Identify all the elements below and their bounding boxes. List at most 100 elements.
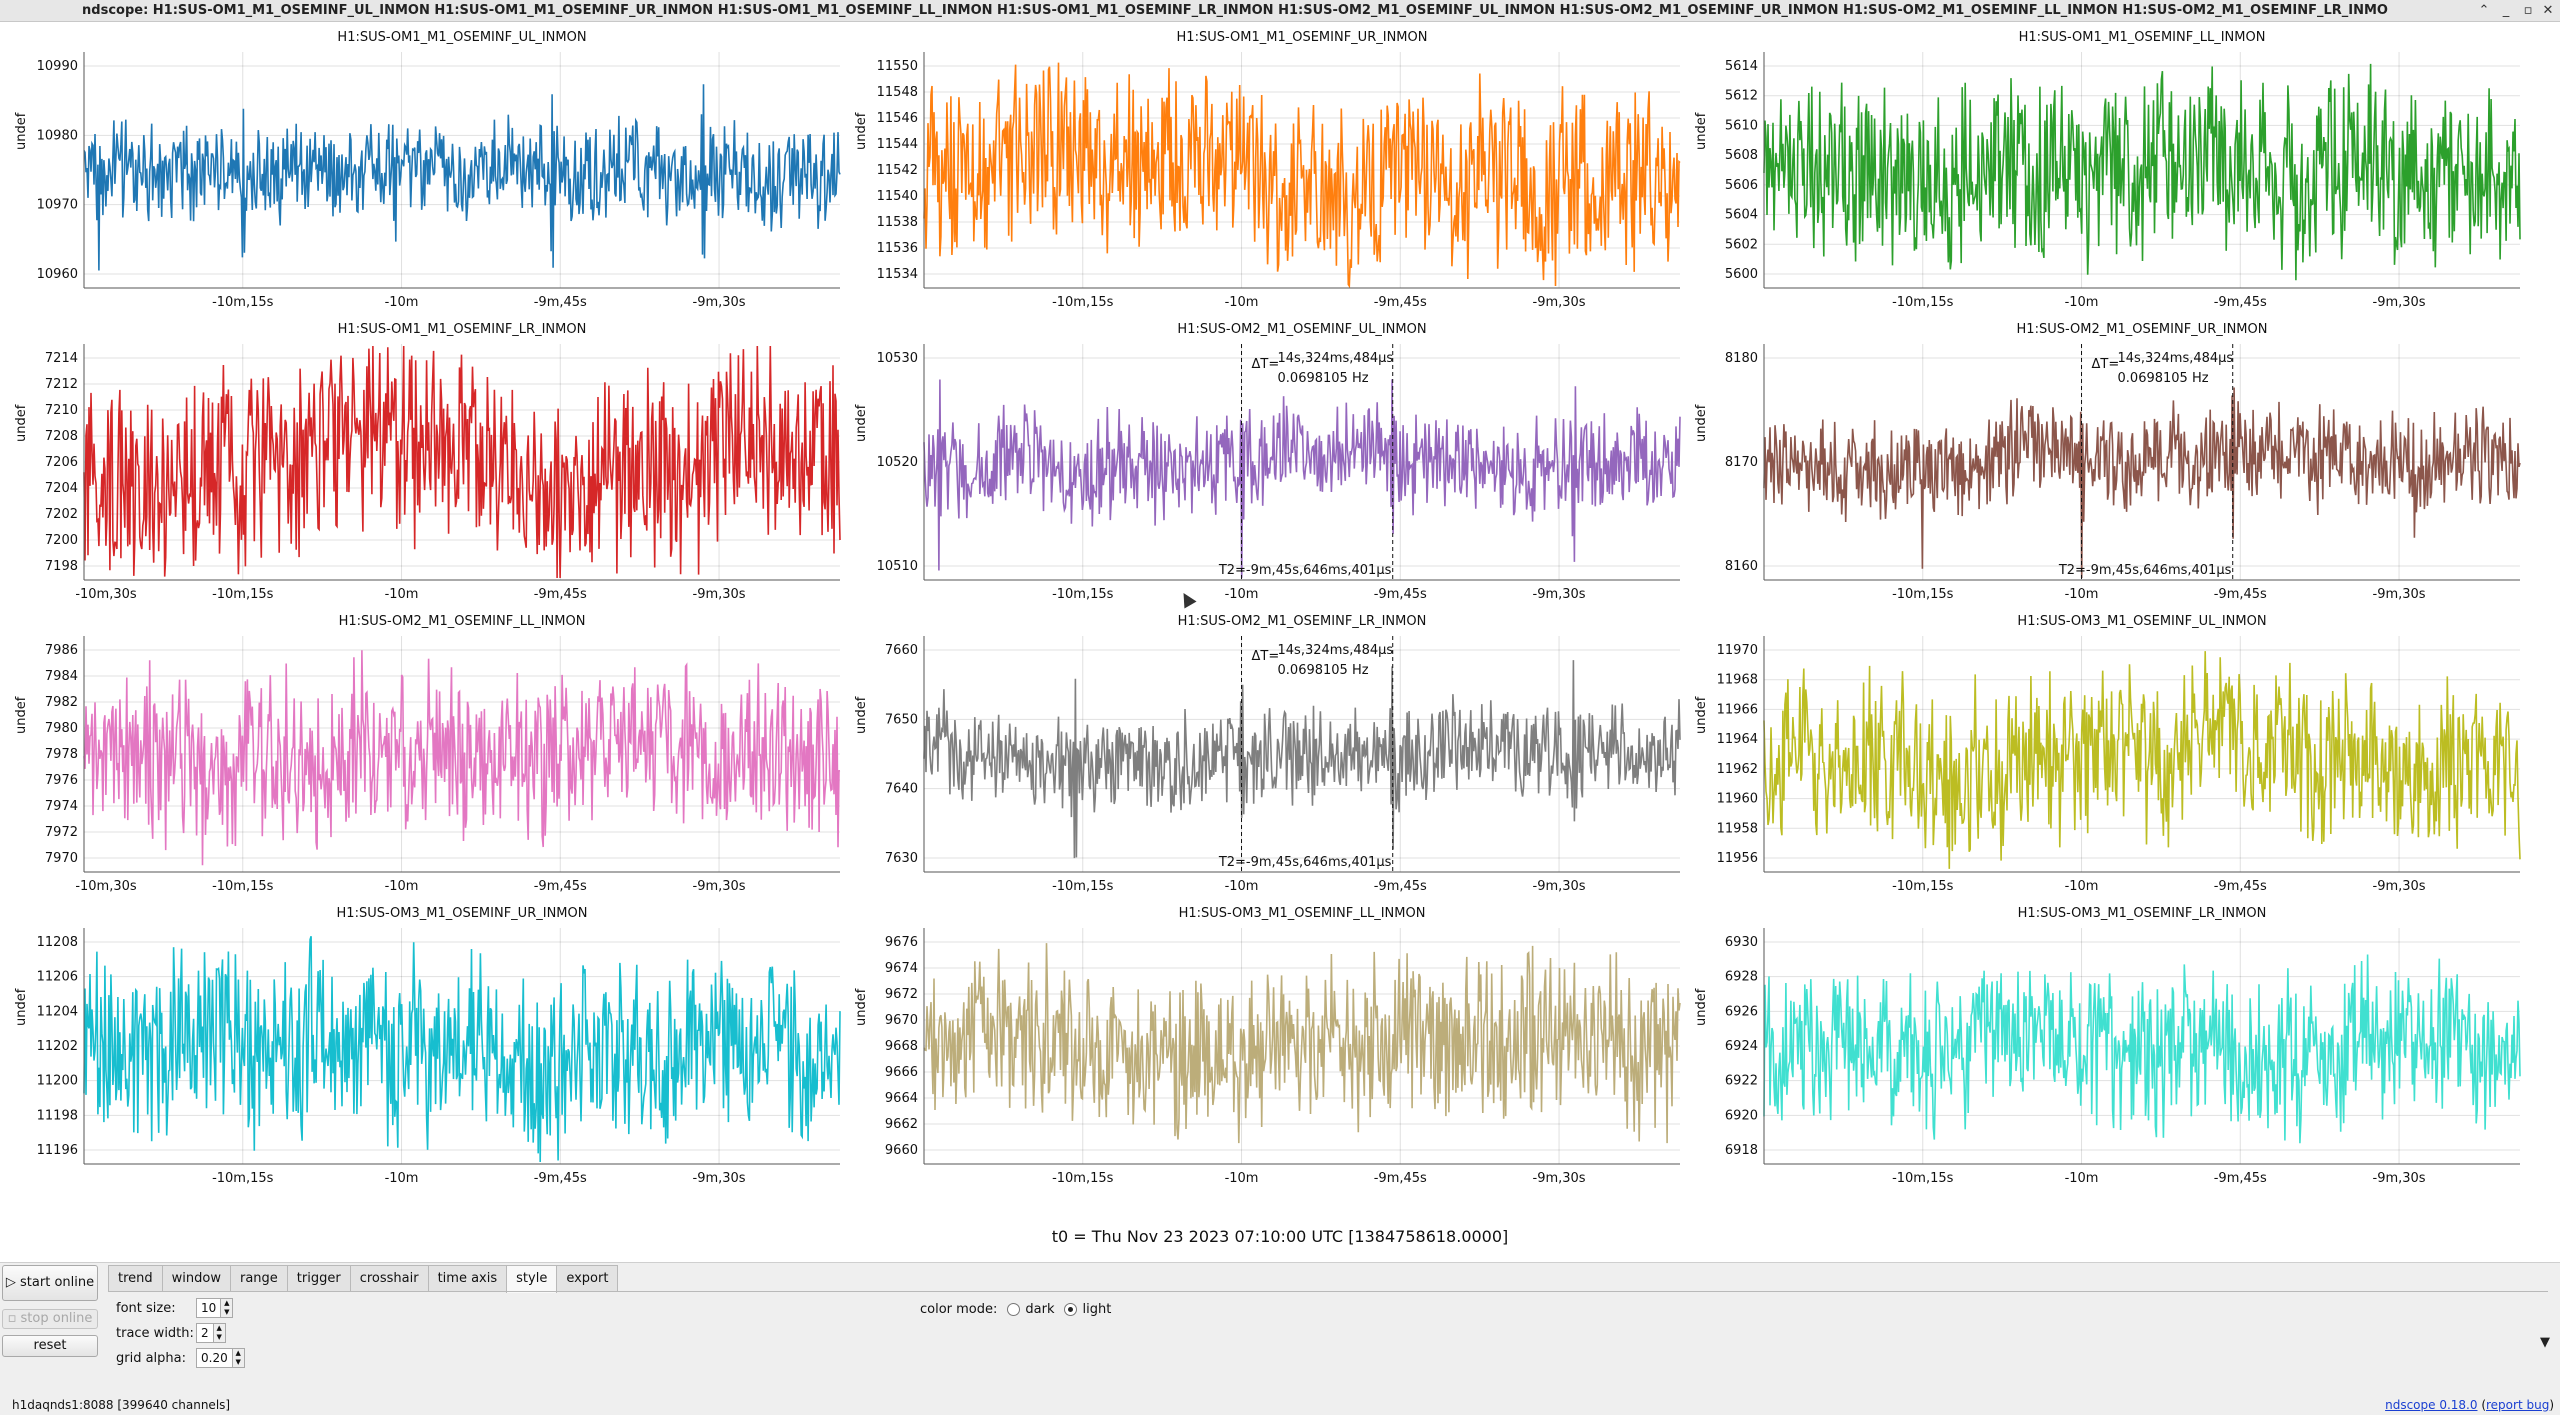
plot-canvas[interactable]: 7986 7984 7982 7980 7978 7976 7974 7972 7970 -10m… bbox=[12, 614, 852, 906]
start-online-button[interactable]: ▷ start online bbox=[2, 1265, 98, 1301]
status-server: h1daqnds1:8088 [399640 channels] bbox=[12, 1398, 230, 1412]
grid-alpha-spinbox[interactable]: 0.20 ▲ ▼ bbox=[196, 1348, 245, 1368]
window-shade-button[interactable]: ⌃ bbox=[2478, 3, 2490, 18]
plot-canvas[interactable]: 7660 7650 7640 7630 -10m,15s -10m -9m,45s -9m,3… bbox=[852, 614, 1692, 906]
font-size-value[interactable]: 10 bbox=[201, 1301, 217, 1315]
plot-canvas[interactable]: 7214 7212 7210 7208 7206 7204 7202 7200 7198 -10m… bbox=[12, 322, 852, 614]
signal-trace bbox=[1763, 387, 2521, 579]
spin-down-icon[interactable]: ▼ bbox=[216, 1333, 222, 1341]
channel-count: [399640 channels] bbox=[117, 1398, 231, 1412]
x-tick-label: -10m,15s bbox=[1052, 879, 1114, 894]
color-mode-dark-label[interactable]: dark bbox=[1025, 1302, 1055, 1317]
color-mode-light-radio[interactable] bbox=[1064, 1303, 1078, 1316]
font-size-spinbox[interactable]: 10 ▲ ▼ bbox=[196, 1298, 234, 1318]
y-tick-label: 6926 bbox=[1725, 1004, 1758, 1019]
plot-panel[interactable]: H1:SUS-OM2_M1_OSEMINF_LR_INMON undef 7660 7… bbox=[852, 614, 1692, 906]
y-tick-label: 11964 bbox=[1717, 732, 1758, 747]
y-tick-label: 5606 bbox=[1725, 178, 1758, 193]
tab-export[interactable]: export bbox=[556, 1265, 619, 1291]
plot-title: H1:SUS-OM3_M1_OSEMINF_UR_INMON bbox=[336, 906, 588, 921]
tab-crosshair[interactable]: crosshair bbox=[349, 1265, 429, 1291]
x-tick-label: -9m,30s bbox=[1533, 1171, 1586, 1186]
tab-range[interactable]: range bbox=[229, 1265, 288, 1291]
trace-width-spinbox[interactable]: 2 ▲ ▼ bbox=[196, 1323, 226, 1343]
spin-up-icon[interactable]: ▲ bbox=[235, 1349, 241, 1357]
y-tick-label: 9664 bbox=[885, 1091, 918, 1106]
spin-up-icon[interactable]: ▲ bbox=[224, 1299, 230, 1307]
y-tick-label: 9668 bbox=[885, 1039, 918, 1054]
x-tick-label: -10m bbox=[385, 1171, 419, 1186]
x-tick-label: -10m,15s bbox=[1052, 587, 1114, 602]
y-tick-label: 7970 bbox=[45, 851, 78, 866]
plot-canvas[interactable]: 11550 11548 11546 11544 11542 11540 11538 11536… bbox=[852, 30, 1692, 322]
x-tick-label: -9m,30s bbox=[2373, 295, 2426, 310]
trace-width-value[interactable]: 2 bbox=[201, 1326, 209, 1340]
cursor-annotation: ΔT= bbox=[2092, 357, 2120, 372]
tab-window[interactable]: window bbox=[161, 1265, 231, 1291]
plot-title: H1:SUS-OM1_M1_OSEMINF_UL_INMON bbox=[337, 30, 587, 45]
collapse-panel-icon[interactable]: ▼ bbox=[2540, 1335, 2550, 1350]
plot-panel[interactable]: H1:SUS-OM2_M1_OSEMINF_UR_INMON undef 8180 8… bbox=[1692, 322, 2532, 614]
color-mode-dark-radio[interactable] bbox=[1007, 1303, 1021, 1316]
plot-canvas[interactable]: 8180 8170 8160 -10m,15s -10m -9m,45s -9m,30s ΔT… bbox=[1692, 322, 2532, 614]
window-minimize-button[interactable]: _ bbox=[2502, 3, 2510, 18]
y-tick-label: 7972 bbox=[45, 825, 78, 840]
plot-panel[interactable]: H1:SUS-OM3_M1_OSEMINF_LL_INMON undef 9676 9… bbox=[852, 906, 1692, 1198]
x-tick-label: -9m,45s bbox=[534, 1171, 587, 1186]
cursor-annotation: T2=-9m,45s,646ms,401μs bbox=[1218, 563, 1392, 578]
y-tick-label: 8180 bbox=[1725, 351, 1758, 366]
y-tick-label: 7210 bbox=[45, 403, 78, 418]
y-tick-label: 11966 bbox=[1717, 702, 1758, 717]
plot-panel[interactable]: H1:SUS-OM3_M1_OSEMINF_UL_INMON undef 11970… bbox=[1692, 614, 2532, 906]
x-tick-label: -10m bbox=[2065, 1171, 2099, 1186]
grid-alpha-value[interactable]: 0.20 bbox=[201, 1351, 228, 1365]
window-close-button[interactable]: ✕ bbox=[2542, 3, 2554, 18]
tab-trigger[interactable]: trigger bbox=[286, 1265, 351, 1291]
plot-panel[interactable]: H1:SUS-OM2_M1_OSEMINF_UL_INMON undef 10530… bbox=[852, 322, 1692, 614]
x-tick-label: -10m bbox=[2065, 295, 2099, 310]
color-mode-light-label[interactable]: light bbox=[1082, 1302, 1112, 1317]
y-tick-label: 9670 bbox=[885, 1013, 918, 1028]
y-tick-label: 7208 bbox=[45, 429, 78, 444]
y-tick-label: 6922 bbox=[1725, 1074, 1758, 1089]
tab-style[interactable]: style bbox=[506, 1265, 558, 1293]
font-size-label: font size: bbox=[116, 1300, 176, 1316]
report-bug-link[interactable]: report bug bbox=[2486, 1398, 2550, 1412]
reset-button[interactable]: reset bbox=[2, 1335, 98, 1357]
plot-panel[interactable]: H1:SUS-OM1_M1_OSEMINF_UR_INMON undef 11550… bbox=[852, 30, 1692, 322]
plot-panel[interactable]: H1:SUS-OM2_M1_OSEMINF_LL_INMON undef 7986 7… bbox=[12, 614, 852, 906]
plot-panel[interactable]: H1:SUS-OM3_M1_OSEMINF_LR_INMON undef 6930 6… bbox=[1692, 906, 2532, 1198]
plot-canvas[interactable]: 5614 5612 5610 5608 5606 5604 5602 5600 -10m,15s… bbox=[1692, 30, 2532, 322]
online-buttons: ▷ start online ▫ stop online reset bbox=[2, 1265, 98, 1357]
tab-trend[interactable]: trend bbox=[108, 1265, 163, 1291]
plot-panel[interactable]: H1:SUS-OM3_M1_OSEMINF_UR_INMON undef 11208… bbox=[12, 906, 852, 1198]
grid-alpha-label: grid alpha: bbox=[116, 1350, 187, 1366]
plot-panel[interactable]: H1:SUS-OM1_M1_OSEMINF_LL_INMON undef 5614 5… bbox=[1692, 30, 2532, 322]
signal-trace bbox=[923, 660, 1681, 859]
plot-panel[interactable]: H1:SUS-OM1_M1_OSEMINF_LR_INMON undef 7214 7… bbox=[12, 322, 852, 614]
tab-time-axis[interactable]: time axis bbox=[427, 1265, 508, 1291]
x-tick-label: -9m,30s bbox=[2373, 879, 2426, 894]
x-tick-label: -10m,30s bbox=[75, 879, 137, 894]
y-tick-label: 8160 bbox=[1725, 559, 1758, 574]
color-mode-label: color mode: bbox=[920, 1302, 998, 1317]
plot-canvas[interactable]: 9676 9674 9672 9670 9668 9666 9664 9662 9660 -10m… bbox=[852, 906, 1692, 1198]
spin-up-icon[interactable]: ▲ bbox=[216, 1324, 222, 1332]
plot-canvas[interactable]: 10530 10520 10510 -10m,15s -10m -9m,45s -9m,30… bbox=[852, 322, 1692, 614]
plot-canvas[interactable]: 6930 6928 6926 6924 6922 6920 6918 -10m,15s -10m… bbox=[1692, 906, 2532, 1198]
plot-panel[interactable]: H1:SUS-OM1_M1_OSEMINF_UL_INMON undef 10990… bbox=[12, 30, 852, 322]
signal-trace bbox=[1763, 651, 2521, 869]
spin-down-icon[interactable]: ▼ bbox=[235, 1358, 241, 1366]
version-link[interactable]: ndscope 0.18.0 bbox=[2385, 1398, 2478, 1412]
cursor-annotation: ΔT= bbox=[1252, 357, 1280, 372]
y-tick-label: 9672 bbox=[885, 987, 918, 1002]
plot-canvas[interactable]: 11208 11206 11204 11202 11200 11198 11196 -10m,… bbox=[12, 906, 852, 1198]
settings-tabs: trend window range trigger crosshair tim… bbox=[108, 1265, 619, 1293]
spin-down-icon[interactable]: ▼ bbox=[224, 1308, 230, 1316]
x-tick-label: -10m bbox=[385, 879, 419, 894]
plot-canvas[interactable]: 11970 11968 11966 11964 11962 11960 11958 11956… bbox=[1692, 614, 2532, 906]
plot-canvas[interactable]: 10990 10980 10970 10960 -10m,15s -10m -9m,45s -… bbox=[12, 30, 852, 322]
plot-title: H1:SUS-OM1_M1_OSEMINF_UR_INMON bbox=[1176, 30, 1428, 45]
window-maximize-button[interactable]: ▫ bbox=[2523, 3, 2533, 18]
plot-grid[interactable]: H1:SUS-OM1_M1_OSEMINF_UL_INMON undef 10990… bbox=[0, 22, 2560, 1260]
